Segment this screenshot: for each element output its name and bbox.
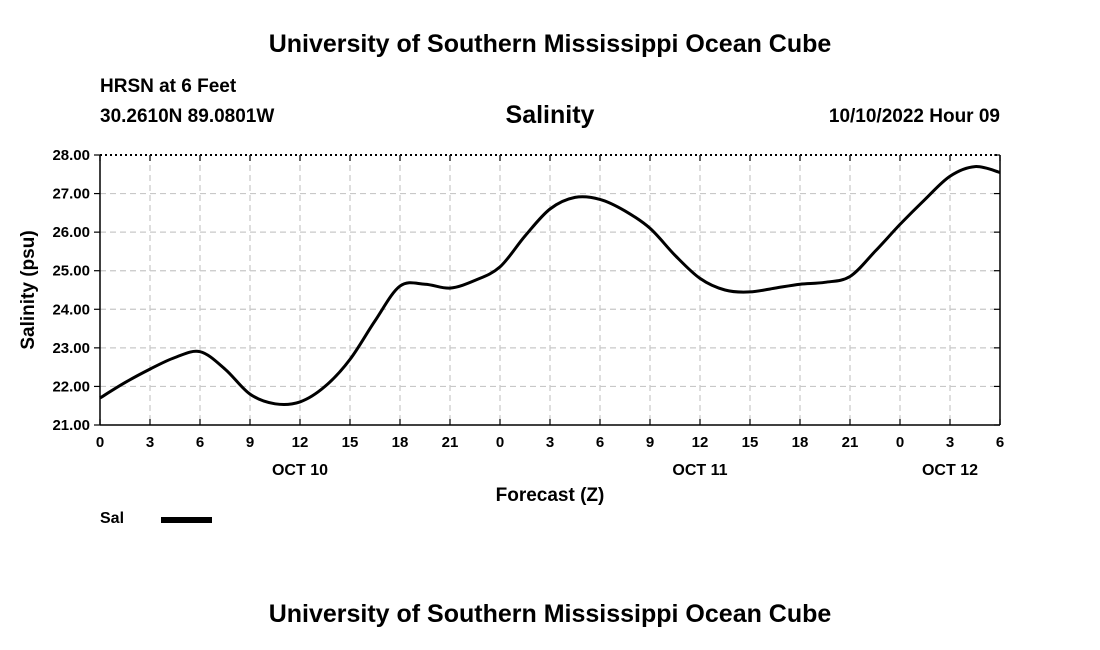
x-tick-label: 9 — [246, 434, 254, 451]
x-tick-label: 21 — [442, 434, 459, 451]
x-tick-label: 6 — [996, 434, 1004, 451]
axes — [94, 154, 1001, 426]
y-tick-label: 23.00 — [52, 340, 90, 357]
y-tick-label: 28.00 — [52, 147, 90, 164]
y-tick-label: 22.00 — [52, 378, 90, 395]
grid — [100, 155, 1000, 425]
chart-title: Salinity — [505, 101, 595, 129]
x-tick-label: 3 — [146, 434, 154, 451]
footer-title: University of Southern Mississippi Ocean… — [268, 600, 832, 628]
x-tick-label: 6 — [196, 434, 204, 451]
x-tick-label: 18 — [792, 434, 809, 451]
series-layer — [99, 165, 1001, 407]
y-tick-label: 25.00 — [52, 263, 90, 280]
y-tick-label: 27.00 — [52, 186, 90, 203]
series-line-salinity — [99, 165, 1001, 407]
x-tick-label: 12 — [292, 434, 309, 451]
x-tick-label: 12 — [692, 434, 709, 451]
x-tick-label: 0 — [496, 434, 504, 451]
x-tick-label: 21 — [842, 434, 859, 451]
x-tick-label: 15 — [342, 434, 359, 451]
page-title: University of Southern Mississippi Ocean… — [268, 30, 832, 58]
x-tick-label: 6 — [596, 434, 604, 451]
y-tick-label: 26.00 — [52, 224, 90, 241]
x-tick-label: 18 — [392, 434, 409, 451]
day-label: OCT 12 — [922, 462, 978, 479]
y-tick-label: 21.00 — [52, 417, 90, 434]
x-tick-label: 0 — [96, 434, 104, 451]
forecast-datetime: 10/10/2022 Hour 09 — [828, 106, 1000, 127]
x-tick-label: 3 — [546, 434, 554, 451]
x-axis-title: Forecast (Z) — [496, 485, 605, 506]
legend-swatch — [161, 517, 212, 523]
x-tick-label: 15 — [742, 434, 759, 451]
x-tick-label: 3 — [946, 434, 954, 451]
day-label: OCT 10 — [272, 462, 328, 479]
y-axis-title: Salinity (psu) — [18, 230, 39, 349]
coordinates-label: 30.2610N 89.0801W — [100, 106, 275, 127]
legend-label: Sal — [100, 510, 125, 527]
station-label: HRSN at 6 Feet — [100, 76, 237, 97]
x-tick-label: 0 — [896, 434, 904, 451]
axis-labels: 0 3 6 9 12 15 18 21 0 3 6 9 12 15 18 21 0 3 6 21.00 22.00 23.… — [18, 147, 1004, 506]
day-label: OCT 11 — [672, 462, 727, 479]
x-tick-label: 9 — [646, 434, 654, 451]
y-tick-label: 24.00 — [52, 301, 90, 318]
